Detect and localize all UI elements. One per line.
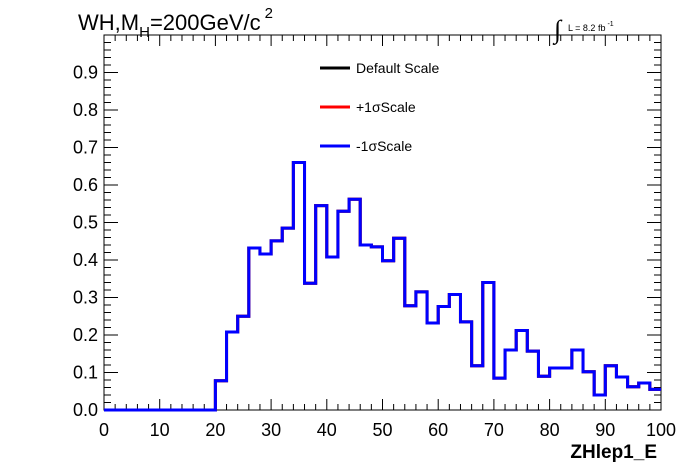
y-axis-ticks: 0.0 0.1 0.2 0.3 0.4 0.5 0.6 0.7 0.8 0.9 [73,34,661,420]
x-axis-ticks: 0 10 20 30 40 50 60 70 80 90 100 [99,35,676,440]
legend-label: Default Scale [356,60,439,76]
y-tick-label: 0.6 [73,175,98,195]
legend: Default Scale +1σScale -1σScale [320,60,439,154]
y-tick-label: 0.5 [73,213,98,233]
series-line-default-scale [104,161,661,412]
x-tick-label: 100 [646,420,676,440]
x-tick-label: 30 [261,420,281,440]
plot-frame [103,34,662,411]
y-tick-label: 0.8 [73,100,98,120]
lumi-integral-sign: ∫ [552,15,563,45]
x-tick-label: 0 [99,420,109,440]
histogram-series [104,161,661,412]
y-tick-label: 0.1 [73,363,98,383]
x-axis-label: ZHlep1_E [570,442,657,463]
y-tick-label: 0.0 [73,400,98,420]
x-tick-label: 70 [484,420,504,440]
x-tick-label: 90 [595,420,615,440]
x-tick-label: 20 [205,420,225,440]
y-tick-label: 0.2 [73,325,98,345]
x-tick-label: 60 [428,420,448,440]
x-tick-label: 50 [372,420,392,440]
y-tick-label: 0.9 [73,63,98,83]
series-line--1-scale [104,161,661,412]
y-tick-label: 0.7 [73,138,98,158]
y-tick-label: 0.4 [73,250,98,270]
x-tick-label: 80 [540,420,560,440]
y-tick-label: 0.3 [73,288,98,308]
x-tick-label: 40 [317,420,337,440]
legend-label: -1σScale [356,138,412,154]
lumi-label: L = 8.2 fb -1 [568,21,614,33]
chart-title: WH,MH=200GeV/c 2 [78,5,273,41]
series-line--1-scale [104,161,661,412]
x-tick-label: 10 [150,420,170,440]
legend-label: +1σScale [356,99,416,115]
